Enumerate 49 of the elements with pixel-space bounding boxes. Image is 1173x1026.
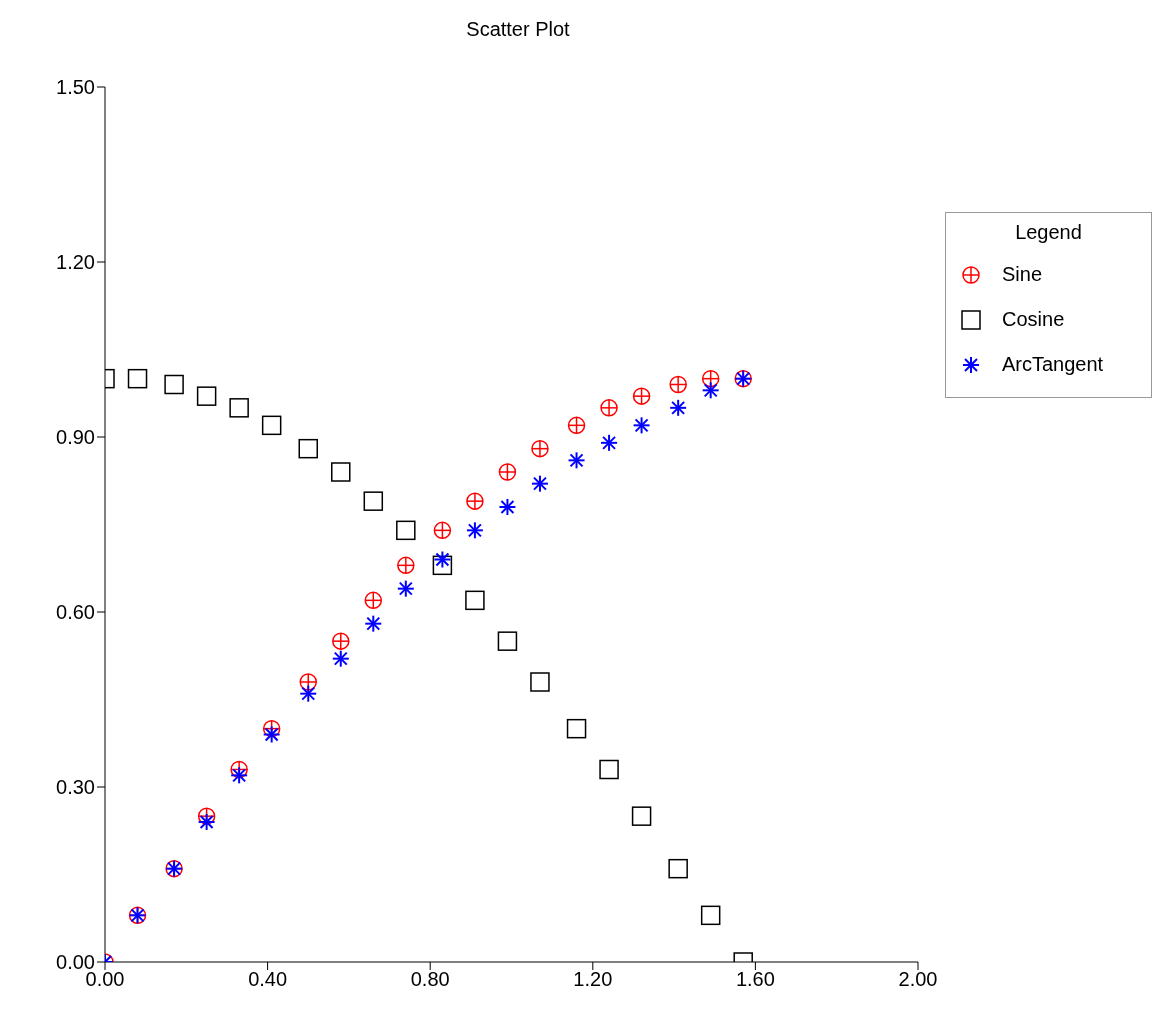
point <box>531 439 549 458</box>
point <box>261 415 282 436</box>
chart-title: Scatter Plot <box>465 18 571 41</box>
point <box>668 858 688 879</box>
y-tick-label: 1.20 <box>56 251 95 274</box>
point <box>465 590 485 611</box>
point <box>299 673 317 691</box>
x-tick-label: 0.80 <box>410 968 450 991</box>
point <box>498 463 517 481</box>
point <box>331 462 351 482</box>
x-tick-label: 2.00 <box>898 968 938 991</box>
point <box>432 555 453 576</box>
point <box>599 759 619 780</box>
x-tick-label: 1.20 <box>573 968 613 991</box>
point <box>669 375 687 394</box>
point <box>700 905 721 926</box>
point <box>396 520 416 541</box>
point <box>197 807 216 825</box>
point <box>196 386 217 406</box>
point <box>631 806 652 826</box>
legend-label: Sine <box>1002 263 1043 286</box>
point <box>230 760 248 779</box>
x-tick-label: 0.40 <box>248 968 288 991</box>
point <box>600 399 618 417</box>
point <box>364 591 383 610</box>
point <box>701 369 720 388</box>
point <box>632 387 651 405</box>
point <box>566 718 587 739</box>
point <box>530 672 550 692</box>
point <box>397 556 415 575</box>
point <box>466 492 484 510</box>
point <box>332 632 350 650</box>
y-tick-label: 0.30 <box>56 776 95 799</box>
point <box>164 374 184 395</box>
point <box>298 438 318 459</box>
legend-title: Legend <box>1014 221 1083 244</box>
legend-label: Cosine <box>1002 308 1065 331</box>
point <box>497 631 518 651</box>
point <box>229 398 249 418</box>
y-tick-label: 0.90 <box>56 426 95 449</box>
point <box>567 416 586 435</box>
point <box>433 521 452 540</box>
point <box>127 368 148 389</box>
y-tick-label: 0.60 <box>56 601 95 624</box>
legend-label: ArcTangent <box>1002 353 1104 376</box>
point <box>363 491 384 511</box>
x-tick-label: 0.00 <box>85 968 125 991</box>
x-tick-label: 1.60 <box>735 968 775 991</box>
y-tick-label: 1.50 <box>56 76 95 99</box>
